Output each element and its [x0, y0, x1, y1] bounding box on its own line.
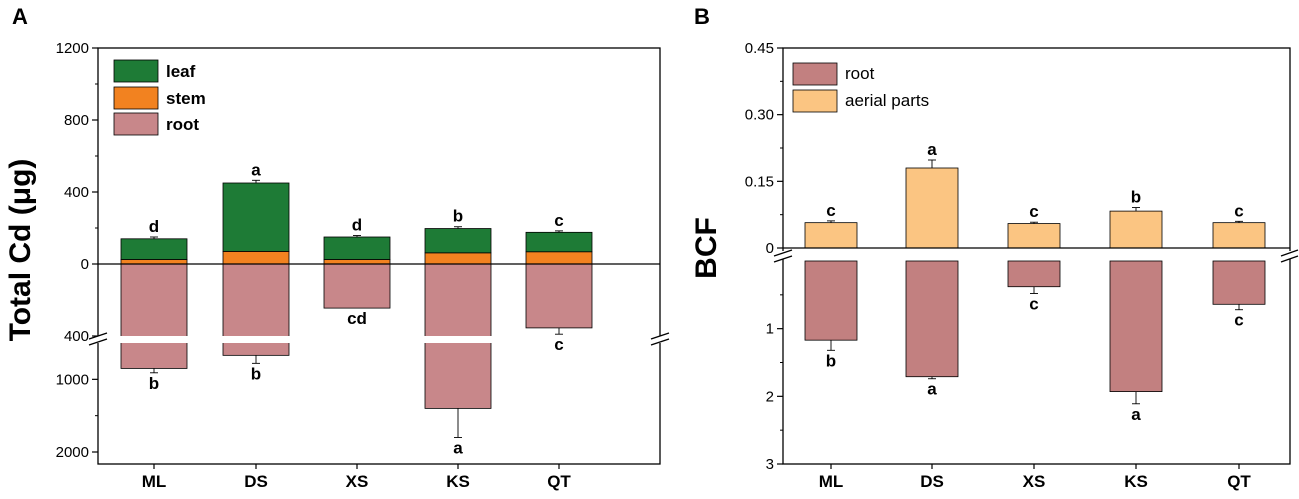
aerial-bar-qt — [1212, 222, 1266, 249]
panel-a-break-right-1 — [650, 338, 670, 346]
root-bar-qt — [525, 263, 593, 329]
aerial-sig-xs: c — [1029, 202, 1038, 221]
legend-label-leaf: leaf — [166, 62, 196, 81]
panel-b-break-left-2 — [773, 249, 793, 257]
category-label-ks: KS — [446, 472, 470, 491]
panel-a-axis-gap — [86, 336, 672, 343]
y-tick-label-bottom-1000: 1000 — [56, 371, 89, 388]
panel-a-ylabel: Total Cd (μg) — [4, 159, 37, 342]
leaf-bar-ml — [120, 238, 188, 260]
stem-bar-ds — [222, 250, 290, 265]
y-tick-label-upper-800: 800 — [64, 112, 89, 129]
category-label-ml: ML — [142, 472, 167, 491]
category-label-bcf-ds: DS — [920, 472, 944, 491]
panel-b-break-right-1 — [1280, 255, 1299, 263]
root-sig-qt: c — [1234, 311, 1243, 330]
aerial-sig-qt: c — [554, 211, 563, 230]
legend-swatch-leaf — [113, 59, 159, 83]
aerial-bar-xs — [1007, 223, 1061, 249]
leaf-bar-ks — [424, 228, 492, 254]
bcf-y-tick-label-upper-1: 0.15 — [745, 173, 774, 190]
legend-label-root: root — [166, 115, 199, 134]
category-label-bcf-xs: XS — [1023, 472, 1046, 491]
bcf-y-tick-label-lower-1: 1 — [766, 321, 774, 338]
panel-b-axis-gap — [772, 251, 1299, 259]
leaf-bar-qt — [525, 231, 593, 253]
panel-b-break-left-1 — [773, 255, 793, 263]
aerial-sig-qt: c — [1234, 201, 1243, 220]
root-sig-ds: a — [927, 380, 937, 399]
category-label-qt: QT — [547, 472, 571, 491]
leaf-bar-ds — [222, 182, 290, 252]
legend-swatch-stem — [113, 86, 159, 110]
legend-swatch-root-bcf — [792, 62, 838, 86]
aerial-sig-ml: d — [149, 217, 159, 236]
aerial-bar-ds — [905, 167, 959, 249]
panel-a-frame — [97, 47, 661, 465]
aerial-sig-ks: b — [1131, 188, 1141, 207]
panel-a-break-right-2 — [650, 332, 670, 340]
root-sig-ks: a — [453, 438, 463, 457]
aerial-sig-ks: b — [453, 207, 463, 226]
root-sig-ml: b — [826, 351, 836, 370]
category-label-bcf-qt: QT — [1227, 472, 1251, 491]
y-tick-label-bottom-2000: 2000 — [56, 444, 89, 461]
category-label-xs: XS — [346, 472, 369, 491]
root-sig-xs: cd — [347, 309, 367, 328]
stem-bar-xs — [323, 259, 391, 265]
root-bar-qt — [1212, 260, 1266, 305]
root-sig-qt: c — [554, 335, 563, 354]
y-tick-label-upper-1200: 1200 — [56, 40, 89, 57]
category-label-bcf-ml: ML — [819, 472, 844, 491]
panel-a-label: A — [12, 4, 28, 29]
legend-label-root-bcf: root — [845, 64, 875, 83]
bcf-y-tick-label-lower-2: 2 — [766, 388, 774, 405]
aerial-bar-ml — [804, 222, 858, 249]
panel-b-chart: B BCF 0 0.15 0.30 0.45 1 2 3 ML DS XS KS QT c b a a c c… — [690, 4, 1299, 491]
leaf-bar-xs — [323, 236, 391, 260]
root-bar-ml — [120, 263, 188, 369]
stem-bar-ml — [120, 259, 188, 265]
legend-swatch-aerial-parts — [792, 89, 838, 113]
panel-b-break-right-2 — [1280, 249, 1299, 257]
root-bar-xs — [323, 263, 391, 309]
y-tick-label-lower-400: 400 — [64, 328, 89, 345]
aerial-sig-ds: a — [251, 160, 261, 179]
aerial-bar-ks — [1109, 210, 1163, 249]
root-bar-ds — [905, 260, 959, 378]
bcf-y-tick-label-lower-3: 3 — [766, 456, 774, 473]
bcf-y-tick-label-upper-2: 0.30 — [745, 107, 774, 124]
panel-a-chart: A Total Cd (μg) 0 400 800 1200 400 1000 2000 M… — [4, 4, 672, 491]
root-bar-ks — [1109, 260, 1163, 392]
legend-label-aerial-parts: aerial parts — [845, 91, 929, 110]
root-sig-ml: b — [149, 374, 159, 393]
root-sig-ds: b — [251, 364, 261, 383]
root-bar-xs — [1007, 260, 1061, 288]
stem-bar-ks — [424, 252, 492, 265]
category-label-ds: DS — [244, 472, 268, 491]
panel-b-label: B — [694, 4, 710, 29]
root-bar-ml — [804, 260, 858, 341]
category-label-bcf-ks: KS — [1124, 472, 1148, 491]
y-tick-label-upper-400: 400 — [64, 184, 89, 201]
panel-b-ylabel: BCF — [690, 217, 723, 279]
stem-bar-qt — [525, 251, 593, 265]
bcf-y-tick-label-upper-3: 0.45 — [745, 40, 774, 57]
legend-label-stem: stem — [166, 89, 206, 108]
legend-swatch-root — [113, 112, 159, 136]
panel-a-break-left-1 — [88, 338, 108, 346]
y-tick-label-upper-0: 0 — [81, 256, 89, 273]
bcf-y-tick-label-upper-0: 0 — [766, 240, 774, 257]
aerial-sig-xs: d — [352, 216, 362, 235]
root-sig-xs: c — [1029, 294, 1038, 313]
aerial-sig-ds: a — [927, 140, 937, 159]
root-sig-ks: a — [1131, 405, 1141, 424]
aerial-sig-ml: c — [826, 201, 835, 220]
